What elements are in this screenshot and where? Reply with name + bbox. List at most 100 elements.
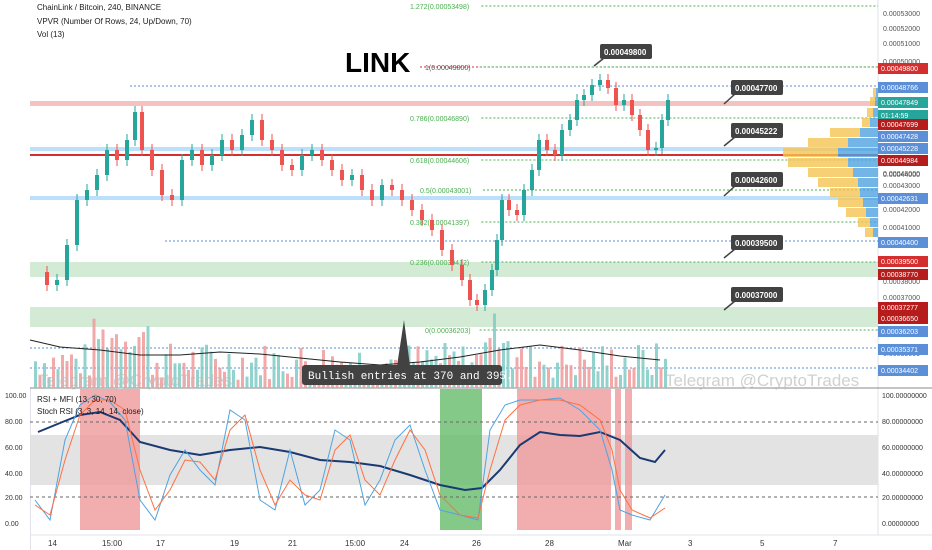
- price-tick: 0.00042000: [883, 207, 920, 214]
- price-callouts[interactable]: 0.00049800 0.00047700 0.00045222 0.00042600…: [593, 44, 783, 311]
- candle-body: [45, 272, 49, 285]
- volume-bar: [47, 377, 51, 388]
- vpvr-legend[interactable]: VPVR (Number Of Rows, 24, Up/Down, 70): [37, 17, 192, 26]
- price-badge-text: 0.00042631: [881, 196, 918, 203]
- volume-bar: [214, 358, 217, 388]
- callout-box: [731, 172, 783, 187]
- price-badge-text: 0.00044984: [881, 158, 918, 165]
- callout-box: [731, 235, 783, 250]
- vpvr-bar-down: [873, 88, 876, 97]
- volume-bar: [542, 364, 546, 388]
- candle-body: [270, 140, 274, 150]
- candle-body: [630, 100, 634, 115]
- volume-bar: [520, 348, 523, 388]
- watermark-left: Telegram @CryptoTrades: [38, 371, 232, 390]
- candle-body: [515, 210, 519, 215]
- vpvr-bar-down: [788, 158, 848, 167]
- candle-body: [654, 148, 658, 150]
- support-zone-upper: [30, 262, 878, 277]
- volume-bar: [65, 361, 69, 388]
- candle-body: [125, 140, 129, 160]
- support-zone-lower: [30, 307, 878, 327]
- candle-body: [638, 115, 642, 130]
- vpvr-bar-down: [808, 138, 848, 147]
- bullish-callout[interactable]: Bullish entries at 370 and 395.: [302, 320, 513, 385]
- candle-body: [475, 300, 479, 305]
- volume-bar: [232, 369, 235, 388]
- volume-bar: [187, 369, 190, 388]
- vpvr-bar-up: [870, 218, 878, 227]
- price-badge: [878, 313, 928, 324]
- candle-body: [420, 210, 424, 220]
- volume-bar: [547, 367, 550, 388]
- price-badge-text: 0.00036203: [881, 329, 918, 336]
- vpvr-bar-down: [867, 108, 873, 117]
- price-badge: [878, 155, 928, 166]
- candle-body: [190, 150, 194, 160]
- candle-body: [568, 120, 572, 130]
- candle-body: [400, 190, 404, 200]
- candle-body: [340, 170, 344, 180]
- price-tick: 0.00052000: [883, 26, 920, 33]
- candle-body: [300, 155, 304, 170]
- volume-bar: [196, 369, 199, 388]
- candle-body: [230, 140, 234, 150]
- time-axis[interactable]: 14 15:00 17 19 21 15:00 24 26 28 Mar 3 5 7: [48, 539, 838, 548]
- price-badge: [878, 302, 928, 313]
- stoch-k-line: [34, 394, 666, 522]
- candle-body: [560, 130, 564, 155]
- candle-body: [490, 270, 494, 290]
- candle-body: [522, 190, 526, 215]
- candle-body: [170, 195, 174, 200]
- volume-bar: [128, 351, 132, 388]
- volume-bar: [641, 349, 645, 388]
- candle-body: [646, 130, 650, 150]
- vpvr-bar-down: [858, 218, 870, 227]
- price-badge: [878, 326, 928, 337]
- volume-bar: [574, 375, 577, 388]
- vpvr-bar-up: [876, 88, 878, 97]
- price-axis[interactable]: 0.00053000 0.00052000 0.00051000 0.00050000…: [878, 11, 928, 376]
- candle-body: [622, 100, 626, 105]
- vpvr-bar-down: [838, 198, 863, 207]
- volume-bar: [290, 376, 294, 388]
- fib-label: 0(0.00036203): [425, 328, 471, 335]
- green-highlight: [440, 389, 482, 530]
- time-tick: 14: [48, 539, 57, 548]
- fib-label: 1(0.00049800): [425, 65, 471, 72]
- volume-bar: [223, 371, 226, 388]
- volume-bar: [101, 329, 105, 388]
- price-badge: [878, 237, 928, 248]
- volume-bar: [560, 345, 564, 388]
- price-badge: [878, 193, 928, 204]
- price-badge: [878, 256, 928, 267]
- fib-retracement[interactable]: 1.272(0.00053498) 1(0.00049800) 0.786(0.00…: [410, 4, 878, 335]
- vol-legend[interactable]: Vol (13): [37, 30, 65, 39]
- blue-zone-1: [30, 147, 878, 151]
- volume-bar: [268, 379, 271, 388]
- price-badge-text: 0.00047428: [881, 134, 918, 141]
- volume-bar: [551, 377, 555, 388]
- volume-bar: [587, 366, 591, 388]
- rsi-legend[interactable]: RSI + MFI (13, 30, 70): [37, 395, 117, 404]
- candle-body: [553, 150, 557, 155]
- volume-bar: [209, 351, 213, 388]
- volume-bar: [277, 354, 280, 388]
- callout-text: 0.00047700: [735, 84, 778, 93]
- candle-body: [350, 175, 354, 180]
- price-badge-text: 0.00047699: [881, 122, 918, 129]
- volume-bar: [515, 357, 519, 388]
- stoch-legend[interactable]: Stoch RSI (3, 3, 14, 14, close): [37, 407, 144, 416]
- candle-body: [660, 120, 664, 148]
- price-tick: 0.00053000: [883, 11, 920, 18]
- candle-body: [483, 290, 487, 305]
- candle-body: [380, 185, 384, 200]
- volume-bar: [119, 349, 123, 388]
- candle-body: [575, 100, 579, 120]
- time-tick: 28: [545, 539, 554, 548]
- time-tick: 17: [156, 539, 165, 548]
- volume-bar: [227, 353, 231, 388]
- price-badge-text: 0.00049800: [881, 66, 918, 73]
- big-label: LINK: [345, 47, 410, 78]
